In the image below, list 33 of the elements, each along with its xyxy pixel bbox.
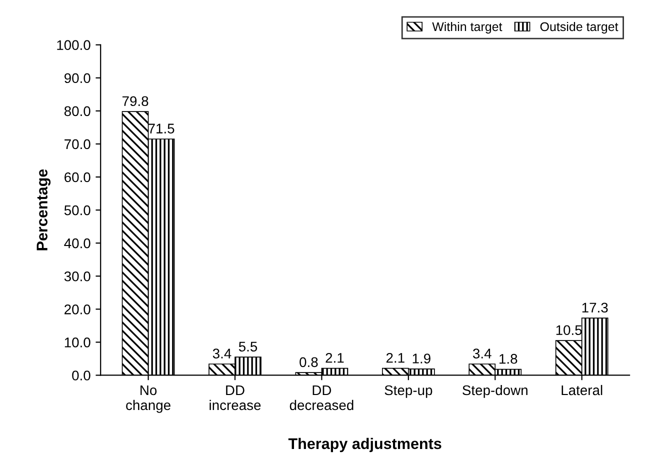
y-tick-label: 30.0 xyxy=(64,271,90,282)
x-tick-label: Step-up xyxy=(384,385,432,398)
data-label: 17.3 xyxy=(582,302,608,313)
legend-label: Within target xyxy=(432,22,502,34)
data-label: 3.4 xyxy=(473,348,492,358)
data-label: 71.5 xyxy=(148,124,174,134)
legend-label: Outside target xyxy=(540,22,618,34)
y-tick-label: 60.0 xyxy=(64,172,90,182)
y-tick-label: 90.0 xyxy=(64,73,90,84)
y-tick-label: 70.0 xyxy=(64,139,90,150)
data-label: 1.8 xyxy=(500,354,518,364)
y-tick-label: 50.0 xyxy=(64,205,90,216)
x-tick-label: Lateral xyxy=(562,384,602,396)
data-label: 3.4 xyxy=(212,348,232,358)
x-tick-label: Step-down xyxy=(462,384,528,398)
data-label: 1.9 xyxy=(412,354,430,364)
y-tick-label: 100.0 xyxy=(57,40,90,50)
y-axis-title: Percentage xyxy=(36,169,51,250)
data-label: 79.8 xyxy=(122,96,148,106)
data-label: 2.1 xyxy=(326,352,344,363)
data-label: 2.1 xyxy=(386,352,404,363)
y-tick-label: 80.0 xyxy=(64,106,90,116)
data-label: 5.5 xyxy=(238,342,258,352)
y-tick-label: 0.0 xyxy=(72,370,90,380)
data-label: 0.8 xyxy=(300,357,318,368)
data-label: 10.5 xyxy=(556,325,582,336)
x-axis-title: Therapy adjustments xyxy=(288,438,442,452)
x-tick-label: DD decreased xyxy=(290,385,354,410)
y-tick-label: 40.0 xyxy=(64,238,90,248)
x-tick-label: No change xyxy=(126,385,170,413)
x-tick-label: DD increase xyxy=(210,385,261,410)
y-tick-label: 10.0 xyxy=(64,338,90,348)
y-tick-label: 20.0 xyxy=(64,304,90,314)
